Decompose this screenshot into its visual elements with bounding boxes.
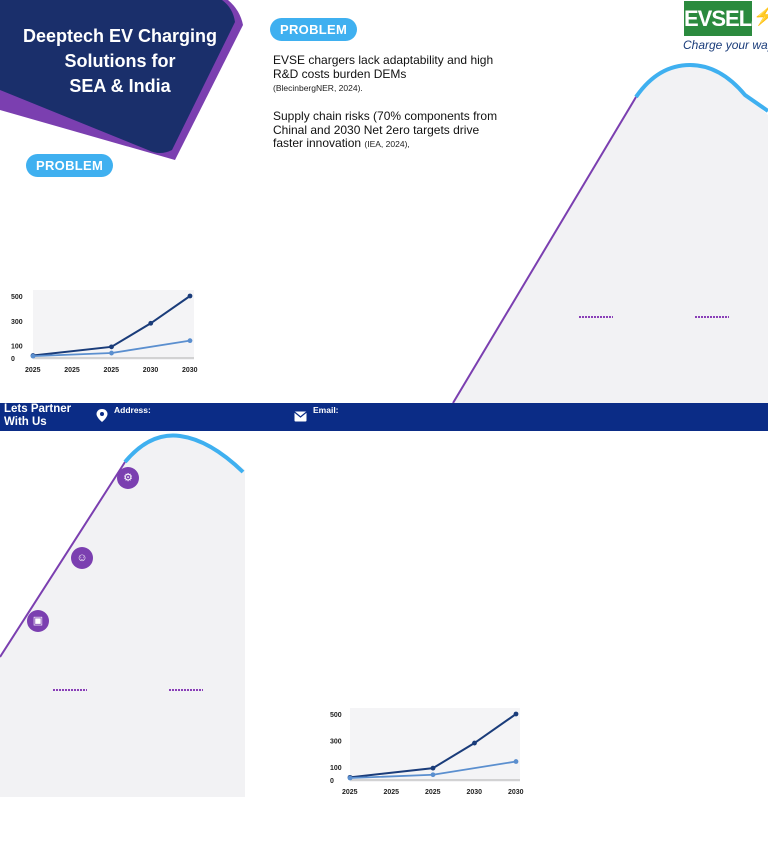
problem-badge-left: PROBLEM bbox=[26, 154, 114, 177]
divider-dots bbox=[53, 689, 87, 691]
logo-tagline: Charge your ways bbox=[683, 38, 768, 52]
data-point bbox=[187, 338, 193, 344]
data-point bbox=[109, 344, 114, 350]
x-tick-label: 2030 bbox=[508, 789, 524, 796]
y-tick-label: 100 bbox=[330, 765, 342, 772]
title-banner: Deeptech EV Charging Solutions for SEA &… bbox=[0, 0, 245, 160]
hand-gear-icon: ⚙ bbox=[117, 467, 139, 489]
x-tick-label: 2030 bbox=[143, 367, 159, 374]
growth-line-chart-1: 500 300 100 0 2025 2025 2025 2030 2030 bbox=[11, 290, 198, 374]
team-icon: ☺ bbox=[71, 547, 93, 569]
y-tick-label: 0 bbox=[11, 356, 15, 363]
problem-text-1: EVSE chargers lack adaptability and high… bbox=[273, 53, 494, 81]
x-tick-label: 2025 bbox=[425, 789, 441, 796]
page-title: Deeptech EV Charging Solutions for SEA &… bbox=[22, 26, 218, 96]
evselab-logo: EVSELab ⚡ Charge your ways bbox=[683, 0, 768, 56]
y-tick-label: 500 bbox=[330, 712, 342, 719]
x-tick-label: 2025 bbox=[64, 367, 80, 374]
x-tick-label: 2025 bbox=[25, 367, 41, 374]
x-tick-label: 2030 bbox=[182, 367, 198, 374]
data-point bbox=[513, 711, 519, 717]
series-line bbox=[349, 713, 517, 779]
divider-dots bbox=[169, 689, 203, 691]
x-tick-label: 2025 bbox=[104, 367, 120, 374]
problem-cite-2: (IEA, 2024), bbox=[364, 139, 410, 149]
problem-cite-1: (BlecinbergNER, 2024). bbox=[273, 83, 363, 93]
x-tick-label: 2025 bbox=[384, 789, 400, 796]
data-point bbox=[30, 353, 36, 359]
chart-background bbox=[350, 708, 520, 782]
address-label: Address: bbox=[114, 405, 151, 415]
data-point bbox=[148, 320, 154, 326]
data-point bbox=[513, 759, 519, 764]
y-tick-label: 300 bbox=[11, 319, 23, 326]
problem-paragraph-2: Supply chain risks (70% components from … bbox=[273, 109, 503, 152]
y-tick-label: 300 bbox=[330, 738, 342, 745]
y-tick-label: 500 bbox=[11, 294, 23, 301]
divider-dots bbox=[579, 316, 613, 318]
y-tick-label: 0 bbox=[330, 778, 334, 785]
growth-line-chart-2: 500 300 100 0 2025 2025 2025 2030 2030 bbox=[330, 708, 524, 796]
banner-shape bbox=[0, 0, 243, 160]
data-point bbox=[430, 772, 436, 778]
location-pin-icon bbox=[96, 409, 108, 422]
series-line bbox=[32, 295, 191, 357]
data-point bbox=[347, 775, 353, 781]
email-label: Email: bbox=[313, 405, 339, 415]
data-point bbox=[109, 350, 114, 356]
data-point bbox=[430, 765, 436, 771]
problem-text-2: Supply chain risks (70% components from … bbox=[273, 109, 498, 150]
x-tick-label: 2025 bbox=[342, 789, 358, 796]
y-tick-label: 100 bbox=[11, 344, 23, 351]
problem-paragraph-1: EVSE chargers lack adaptability and high… bbox=[273, 53, 503, 96]
presentation-icon: ▣ bbox=[27, 610, 49, 632]
mail-icon bbox=[294, 411, 307, 422]
problem-badge-top: PROBLEM bbox=[270, 18, 358, 41]
contact-bar: Lets Partner With Us Address: Email: bbox=[0, 403, 768, 431]
data-point bbox=[472, 740, 477, 746]
contact-title: Lets Partner With Us bbox=[4, 403, 72, 428]
x-tick-label: 2030 bbox=[467, 789, 483, 796]
divider-dots bbox=[695, 316, 729, 318]
arch-panel-right bbox=[452, 62, 768, 404]
data-point bbox=[187, 293, 193, 299]
logo-wordmark: EVSELab bbox=[684, 1, 768, 36]
lightning-bolt-icon: ⚡ bbox=[753, 6, 768, 26]
chart-background bbox=[33, 290, 194, 360]
arch-panel-left bbox=[0, 433, 245, 797]
